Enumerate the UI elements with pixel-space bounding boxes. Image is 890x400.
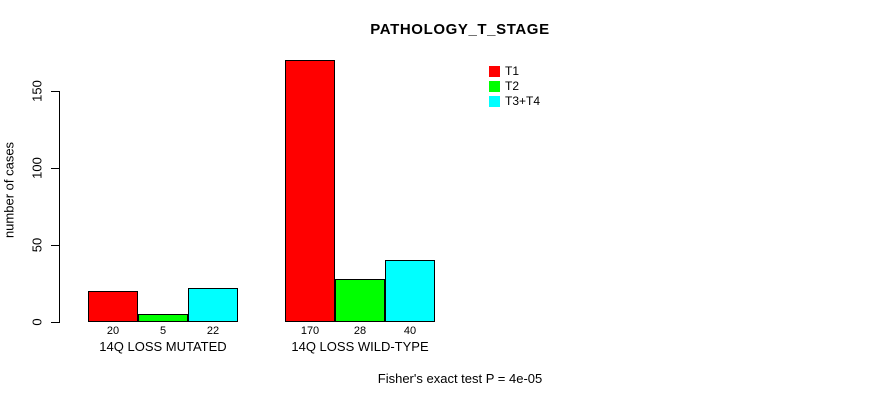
bar-value-label: 28 <box>353 325 367 337</box>
legend-item: T3+T4 <box>489 94 540 109</box>
y-tick-mark <box>51 168 59 169</box>
legend-swatch-icon <box>489 66 500 77</box>
bar-value-label: 22 <box>206 325 220 337</box>
bar-value-label: 20 <box>106 325 120 337</box>
annotation-text: Fisher's exact test P = 4e-05 <box>377 371 543 386</box>
y-tick-mark <box>51 245 59 246</box>
legend-swatch-icon <box>489 96 500 107</box>
bar-t1-group1 <box>88 291 138 322</box>
legend-item: T2 <box>489 79 540 94</box>
legend-label: T2 <box>505 79 520 93</box>
chart-title: PATHOLOGY_T_STAGE <box>370 21 550 38</box>
bar-t2-group2 <box>335 279 385 322</box>
category-label: 14Q LOSS MUTATED <box>99 339 227 354</box>
y-tick-label: 50 <box>29 237 45 253</box>
bar-t1-group2 <box>285 60 335 322</box>
y-axis-label: number of cases <box>1 141 17 239</box>
legend-label: T3+T4 <box>505 94 541 108</box>
bar-value-label: 40 <box>403 325 417 337</box>
y-tick-label: 0 <box>29 318 45 326</box>
legend-label: T1 <box>505 64 520 78</box>
bar-t3-t4-group1 <box>188 288 238 322</box>
y-tick-mark <box>51 91 59 92</box>
category-label: 14Q LOSS WILD-TYPE <box>291 339 429 354</box>
bar-t2-group1 <box>138 314 188 322</box>
bar-value-label: 5 <box>159 325 167 337</box>
legend-item: T1 <box>489 64 540 79</box>
bar-value-label: 170 <box>300 325 320 337</box>
y-tick-label: 150 <box>29 80 45 102</box>
legend-swatch-icon <box>489 81 500 92</box>
legend: T1 T2 T3+T4 <box>489 64 540 109</box>
y-tick-mark <box>51 322 59 323</box>
y-tick-label: 100 <box>29 157 45 179</box>
bar-t3-t4-group2 <box>385 260 435 322</box>
y-axis-line <box>59 91 60 323</box>
